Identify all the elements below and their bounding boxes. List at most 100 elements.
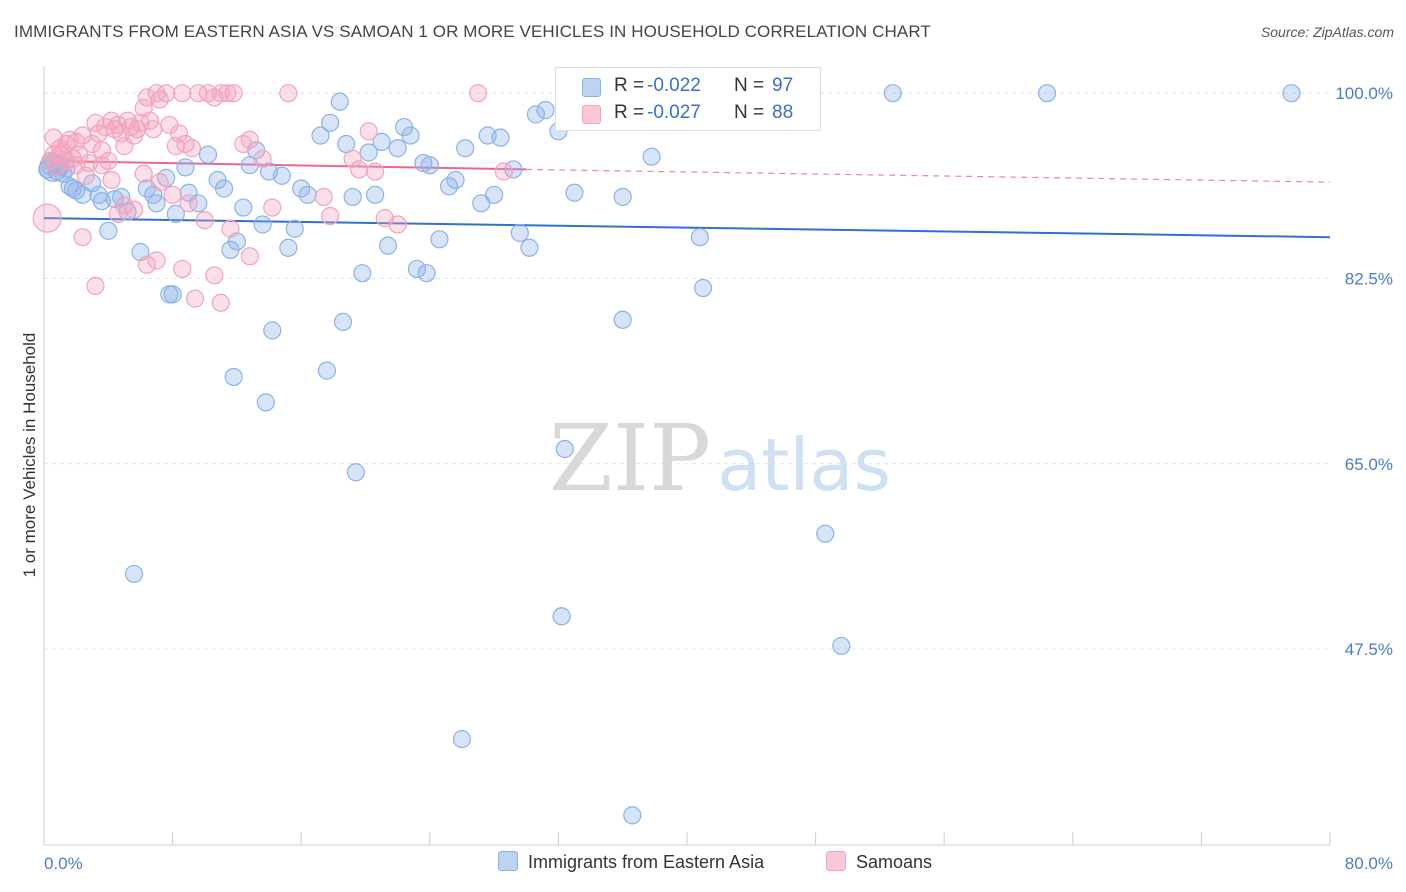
point-eastern-asia	[510, 223, 529, 243]
point-eastern-asia	[378, 236, 398, 255]
point-samoans	[314, 187, 333, 207]
point-samoans	[67, 132, 86, 151]
point-samoans	[321, 206, 340, 226]
point-eastern-asia	[124, 564, 144, 584]
point-eastern-asia	[565, 183, 584, 202]
axes	[43, 66, 1331, 846]
legend-n-value: 88	[772, 102, 794, 123]
y-axis-label: 1 or more Vehicles in Household	[20, 333, 39, 578]
x-tick-label: 80.0%	[1345, 854, 1393, 873]
point-eastern-asia	[253, 215, 272, 234]
point-eastern-asia	[63, 179, 83, 198]
point-eastern-asia	[613, 187, 632, 207]
point-eastern-asia	[321, 113, 340, 132]
point-eastern-asia	[485, 185, 504, 204]
point-samoans	[211, 293, 230, 312]
point-eastern-asia	[366, 185, 385, 204]
trend-line-eastern-asia	[43, 217, 1331, 239]
legend-item-samoans: Samoans	[826, 851, 932, 873]
point-eastern-asia	[446, 170, 465, 190]
point-samoans	[50, 145, 70, 164]
point-eastern-asia	[317, 361, 337, 380]
point-samoans	[86, 276, 105, 295]
point-eastern-asia	[198, 145, 218, 164]
point-eastern-asia	[166, 204, 185, 223]
point-eastern-asia	[417, 264, 436, 283]
watermark-atlas: atlas	[717, 423, 891, 507]
point-eastern-asia	[623, 806, 642, 825]
point-samoans	[468, 84, 488, 103]
legend-r-label: R =	[614, 75, 645, 96]
stats-legend: R = -0.022 N = 97 R = -0.027 N = 88	[555, 67, 821, 131]
point-eastern-asia	[816, 524, 835, 543]
point-eastern-asia	[1282, 84, 1301, 103]
point-samoans	[494, 162, 513, 181]
point-samoans	[218, 84, 237, 103]
point-samoans	[137, 255, 156, 274]
point-eastern-asia	[346, 463, 365, 482]
point-eastern-asia	[520, 238, 539, 257]
point-samoans	[224, 84, 243, 103]
y-tick-labels: 100.0% 82.5% 65.0% 47.5%	[1335, 84, 1393, 659]
point-eastern-asia	[333, 312, 353, 332]
point-eastern-asia	[353, 264, 372, 283]
point-eastern-asia	[263, 321, 282, 340]
point-eastern-asia	[298, 185, 317, 204]
point-samoans	[169, 124, 189, 143]
legend-n-label: N =	[734, 75, 765, 96]
trend-line-samoans	[43, 159, 527, 171]
chart-title: IMMIGRANTS FROM EASTERN ASIA VS SAMOAN 1…	[14, 22, 931, 41]
point-eastern-asia	[613, 310, 632, 329]
point-eastern-asia	[555, 439, 574, 459]
point-samoans	[163, 185, 182, 204]
legend-item-eastern-asia: Immigrants from Eastern Asia	[498, 851, 764, 873]
point-eastern-asia	[89, 185, 108, 204]
legend-swatch-eastern-asia	[582, 78, 601, 97]
point-eastern-asia	[420, 156, 439, 175]
point-eastern-asia	[430, 230, 449, 249]
point-samoans	[205, 266, 224, 285]
legend-label-samoans: Samoans	[856, 852, 933, 872]
y-tick-label: 47.5%	[1345, 640, 1393, 659]
point-eastern-asia	[452, 730, 472, 749]
legend-swatch-samoans	[826, 851, 846, 871]
point-samoans	[115, 196, 134, 215]
point-eastern-asia	[176, 158, 195, 177]
y-tick-label: 65.0%	[1345, 455, 1393, 474]
point-samoans	[32, 203, 62, 233]
point-eastern-asia	[552, 607, 571, 626]
point-samoans	[144, 120, 163, 139]
point-samoans	[92, 156, 111, 175]
point-eastern-asia	[407, 259, 427, 279]
point-eastern-asia	[472, 194, 491, 213]
point-eastern-asia	[883, 84, 902, 103]
point-samoans	[186, 289, 205, 308]
point-eastern-asia	[832, 636, 851, 656]
point-samoans	[102, 170, 121, 190]
point-samoans	[253, 149, 272, 168]
point-eastern-asia	[456, 139, 475, 158]
legend-n-value: 97	[772, 75, 794, 96]
point-samoans	[92, 141, 111, 160]
point-samoans	[86, 113, 105, 132]
chart-source: Source: ZipAtlas.com	[1260, 24, 1394, 40]
legend-n-label: N =	[734, 102, 765, 123]
point-eastern-asia	[372, 132, 391, 151]
point-samoans	[83, 134, 102, 154]
point-eastern-asia	[214, 179, 234, 198]
x-tick-labels: 0.0% 80.0%	[44, 854, 1393, 873]
point-samoans	[157, 84, 176, 103]
point-eastern-asia	[330, 92, 349, 111]
legend-r-value: -0.027	[647, 102, 701, 123]
point-samoans	[359, 122, 378, 141]
point-samoans	[263, 198, 282, 217]
point-eastern-asia	[147, 194, 166, 213]
legend-r-value: -0.022	[647, 75, 701, 96]
point-samoans	[44, 128, 63, 147]
point-eastern-asia	[359, 143, 378, 162]
point-samoans	[173, 84, 192, 103]
point-eastern-asia	[189, 194, 208, 213]
point-eastern-asia	[234, 198, 253, 217]
point-eastern-asia	[224, 367, 243, 387]
